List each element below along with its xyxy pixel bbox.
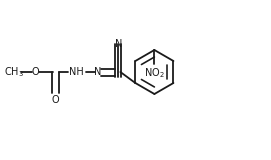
Text: NO$_2$: NO$_2$ [144,66,165,80]
Text: O: O [31,67,39,77]
Text: CH$_3$: CH$_3$ [4,65,24,79]
Text: N: N [94,67,101,77]
Text: NH: NH [69,67,84,77]
Text: N: N [115,39,122,49]
Text: O: O [52,95,60,105]
